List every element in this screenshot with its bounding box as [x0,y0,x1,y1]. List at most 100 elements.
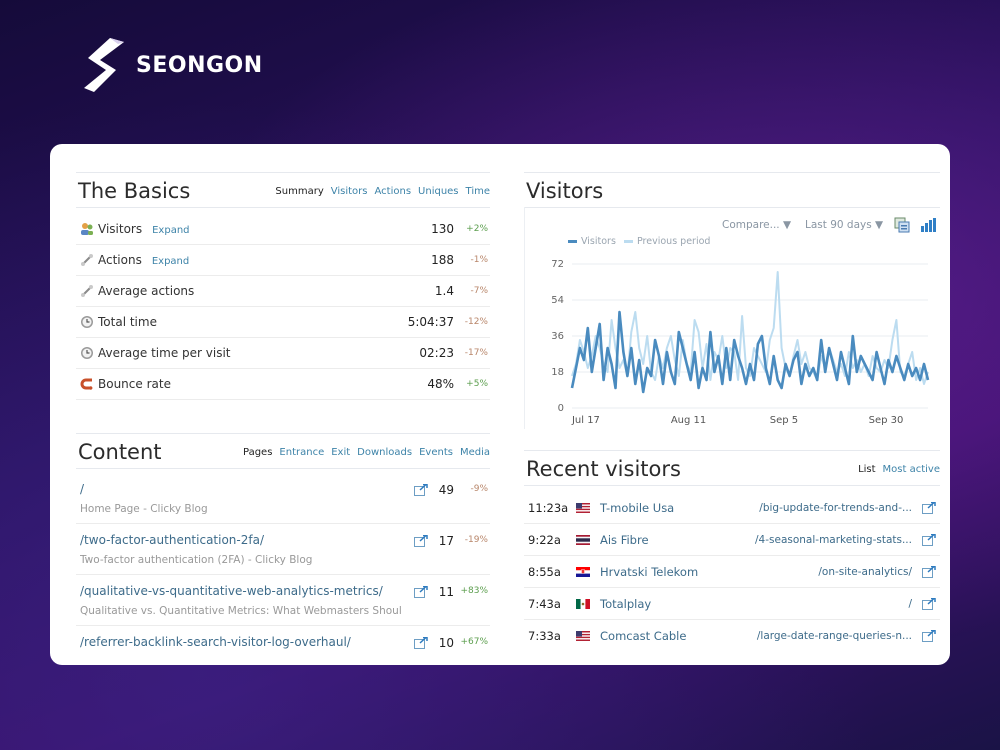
mexico-flag-icon [576,598,590,609]
visitors-title: Visitors [526,179,604,203]
us-flag-icon [576,502,590,513]
recent-visitor-row[interactable]: 9:22a Ais Fibre /4-seasonal-marketing-st… [524,524,940,556]
content-row[interactable]: /qualitative-vs-quantitative-web-analyti… [76,575,490,626]
date-range-dropdown[interactable]: Last 90 days ▼ [805,219,884,231]
basics-label: Visitors [98,222,143,236]
series-line-visitors [570,310,930,394]
visitors-header: Visitors [524,172,940,208]
content-row[interactable]: /referrer-backlink-search-visitor-log-ov… [76,626,490,665]
x-tick-label: Aug 11 [671,415,706,426]
open-page-icon[interactable] [414,586,428,598]
croatia-flag-icon [576,566,590,577]
visited-page-link[interactable]: / [908,597,912,610]
tab-list[interactable]: List [858,464,876,475]
basics-change: -17% [464,348,488,358]
average-actions-icon [81,285,93,297]
visit-time: 7:33a [528,628,561,643]
visitor-name-link[interactable]: Totalplay [600,596,652,611]
content-change: +67% [460,637,488,647]
open-page-icon[interactable] [922,501,936,514]
visited-page-link[interactable]: /on-site-analytics/ [818,565,912,578]
visitor-name-link[interactable]: T-mobile Usa [600,500,675,515]
basics-change: +2% [466,224,488,234]
x-tick-label: Jul 17 [571,415,600,426]
y-tick-label: 0 [558,403,564,414]
visitor-name-link[interactable]: Ais Fibre [600,532,649,547]
basics-value: 130 [431,222,454,236]
content-path-link[interactable]: /referrer-backlink-search-visitor-log-ov… [80,635,351,649]
us-flag-icon [576,630,590,641]
visit-time: 9:22a [528,532,561,547]
open-page-icon[interactable] [922,629,936,642]
compare-dropdown[interactable]: Compare... ▼ [722,219,792,231]
bounce-icon [80,378,93,390]
tab-summary[interactable]: Summary [275,186,324,197]
tab-downloads[interactable]: Downloads [357,447,413,458]
basics-row-actions: Actions Expand 188 -1% [76,245,490,276]
basics-row-total-time: Total time 5:04:37 -12% [76,307,490,338]
content-path-link[interactable]: /qualitative-vs-quantitative-web-analyti… [80,584,383,598]
recent-visitor-row[interactable]: 8:55a Hrvatski Telekom /on-site-analytic… [524,556,940,588]
tab-events[interactable]: Events [419,447,453,458]
basics-header: The Basics Summary Visitors Actions Uniq… [76,172,490,208]
expand-actions-link[interactable]: Expand [151,256,190,267]
content-row[interactable]: /two-factor-authentication-2fa/ Two-fact… [76,524,490,575]
recent-visitor-row[interactable]: 11:23a T-mobile Usa /big-update-for-tren… [524,492,940,524]
y-tick-label: 72 [551,259,564,270]
basics-row-visitors: Visitors Expand 130 +2% [76,214,490,245]
content-page-title: Home Page - Clicky Blog [80,503,208,515]
tab-entrance[interactable]: Entrance [279,447,325,458]
open-page-icon[interactable] [922,533,936,546]
content-title: Content [78,440,162,464]
tab-uniques[interactable]: Uniques [418,186,459,197]
expand-visitors-link[interactable]: Expand [152,225,190,236]
y-tick-label: 18 [551,367,564,378]
open-page-icon[interactable] [414,484,428,496]
visitor-name-link[interactable]: Hrvatski Telekom [600,564,699,579]
visitor-name-link[interactable]: Comcast Cable [600,628,687,643]
basics-change: -7% [470,286,488,296]
basics-label: Actions [98,253,142,267]
visited-page-link[interactable]: /large-date-range-queries-n... [756,629,912,642]
content-path-link[interactable]: / [80,482,85,496]
visitors-icon [81,223,93,235]
open-page-icon[interactable] [922,597,936,610]
basics-row-average-time: Average time per visit 02:23 -17% [76,338,490,369]
basics-label: Bounce rate [98,377,171,391]
x-tick-label: Sep 5 [770,415,798,426]
basics-title: The Basics [78,179,191,203]
tab-media[interactable]: Media [459,447,490,458]
tab-exit[interactable]: Exit [331,447,351,458]
content-header: Content Pages Entrance Exit Downloads Ev… [76,433,490,469]
content-change: -9% [470,484,488,494]
content-value: 10 [438,636,454,650]
visited-page-link[interactable]: /big-update-for-trends-and-... [759,501,912,514]
open-page-icon[interactable] [414,637,428,649]
export-icon[interactable] [894,217,910,233]
basics-panel: The Basics Summary Visitors Actions Uniq… [76,172,490,404]
series-line-previous-period [571,271,929,385]
recent-visitor-row[interactable]: 7:43a Totalplay / [524,588,940,620]
basics-value: 5:04:37 [407,315,454,329]
seongon-logo-icon [84,38,124,92]
tab-actions[interactable]: Actions [374,186,412,197]
content-row[interactable]: / Home Page - Clicky Blog 49 -9% [76,473,490,524]
visited-page-link[interactable]: /4-seasonal-marketing-stats... [755,533,912,546]
content-value: 17 [438,534,454,548]
visitors-panel: Visitors Compare... ▼ Last 90 days ▼ 0 18… [524,172,940,432]
open-page-icon[interactable] [414,535,428,547]
chart-type-icon[interactable] [920,217,936,233]
tab-most-active[interactable]: Most active [882,464,940,475]
visit-time: 7:43a [528,596,561,611]
basics-change: +5% [466,379,488,389]
tab-time[interactable]: Time [465,186,490,197]
basics-label: Average time per visit [98,346,231,360]
content-value: 11 [438,585,454,599]
tab-pages[interactable]: Pages [243,447,273,458]
recent-visitor-row[interactable]: 7:33a Comcast Cable /large-date-range-qu… [524,620,940,651]
content-path-link[interactable]: /two-factor-authentication-2fa/ [80,533,264,547]
actions-icon [81,254,93,266]
tab-visitors[interactable]: Visitors [330,186,368,197]
open-page-icon[interactable] [922,565,936,578]
basics-label: Average actions [98,284,195,298]
